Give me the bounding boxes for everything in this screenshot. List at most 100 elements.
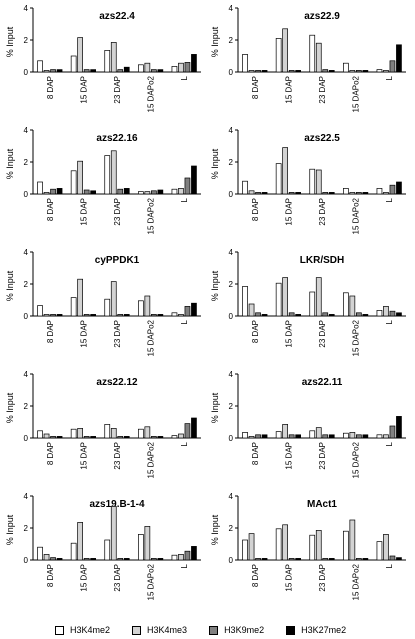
bar-h3k4me2 <box>104 155 111 195</box>
bar-h3k27me2 <box>396 416 402 439</box>
x-tick-label: 15 DAPo2 <box>352 441 361 478</box>
x-tick-label: L <box>180 319 189 324</box>
y-tick-label: 0 <box>24 190 29 199</box>
bar-h3k4me3 <box>77 428 84 439</box>
bar-h3k27me2 <box>261 558 268 561</box>
x-tick-label: 23 DAP <box>318 320 327 348</box>
x-tick-label: 15 DAP <box>79 76 88 104</box>
y-tick-label: 2 <box>24 280 29 289</box>
bar-h3k9me2 <box>356 558 362 561</box>
bar-h3k4me2 <box>138 300 144 317</box>
legend-swatch-h3k4me2 <box>55 625 64 635</box>
y-tick-label: 4 <box>24 126 29 135</box>
chart-panel-azs22-16: azs22.16 % Input 0 2 4 8 DAP 15 DAP 23 DAP 15 DA… <box>5 126 201 234</box>
bar-h3k4me2 <box>242 180 248 195</box>
bar-h3k27me2 <box>362 192 369 195</box>
bar-h3k9me2 <box>255 70 261 73</box>
bar-h3k27me2 <box>90 190 97 195</box>
bar-h3k4me2 <box>343 62 349 73</box>
bar-h3k27me2 <box>90 314 97 317</box>
bar-h3k4me3 <box>248 436 255 439</box>
bar-h3k4me2 <box>138 191 144 195</box>
y-tick-label: 4 <box>24 370 29 379</box>
x-tick-label: 15 DAP <box>79 320 88 348</box>
bar-h3k4me3 <box>43 314 50 317</box>
x-tick-label: 15 DAPo2 <box>147 197 156 234</box>
x-tick-label: 8 DAP <box>251 76 260 99</box>
bar-h3k27me2 <box>295 70 301 73</box>
chart-title: azs22.16 <box>96 133 138 144</box>
bar-h3k27me2 <box>261 314 268 317</box>
bar-h3k4me3 <box>144 526 151 561</box>
x-tick-label: 15 DAPo2 <box>147 75 156 112</box>
bar-h3k27me2 <box>191 417 197 439</box>
bar-h3k27me2 <box>157 436 164 439</box>
bar-h3k4me3 <box>282 28 288 73</box>
bar-h3k4me3 <box>110 506 117 561</box>
bar-h3k9me2 <box>356 312 362 317</box>
bar-h3k4me2 <box>70 297 77 317</box>
legend-swatch-h3k27me2 <box>286 625 296 635</box>
bar-h3k27me2 <box>123 66 130 73</box>
bar-h3k9me2 <box>389 425 396 439</box>
bar-h3k4me2 <box>171 554 178 561</box>
x-tick-label: 15 DAPo2 <box>352 197 361 234</box>
bar-h3k4me2 <box>376 434 383 439</box>
bar-h3k4me2 <box>37 305 43 317</box>
bar-h3k4me3 <box>144 191 151 195</box>
x-tick-label: L <box>385 197 394 202</box>
chart-title: azs22.12 <box>96 377 138 388</box>
bar-h3k9me2 <box>50 436 56 439</box>
chart-title: azs22.9 <box>304 11 340 22</box>
bar-h3k4me2 <box>37 546 43 561</box>
bar-h3k27me2 <box>328 70 335 73</box>
bar-h3k4me3 <box>315 277 322 317</box>
bar-h3k9me2 <box>151 436 157 439</box>
x-tick-label: 23 DAP <box>318 442 327 470</box>
bar-h3k4me3 <box>77 37 84 73</box>
bar-h3k27me2 <box>261 434 268 439</box>
bar-h3k4me2 <box>309 430 316 439</box>
bar-h3k9me2 <box>288 192 295 195</box>
bar-h3k4me2 <box>138 64 144 73</box>
bar-h3k4me3 <box>315 427 322 439</box>
bar-h3k4me2 <box>104 50 111 73</box>
legend-label: H3K4me2 <box>70 625 111 635</box>
x-tick-label: L <box>385 319 394 324</box>
bar-h3k4me2 <box>275 163 282 195</box>
bar-h3k4me2 <box>309 34 316 73</box>
bar-h3k27me2 <box>90 558 97 561</box>
bar-h3k27me2 <box>123 314 130 317</box>
y-axis-label: % Input <box>210 392 220 423</box>
bar-h3k4me3 <box>43 70 50 73</box>
bar-h3k4me2 <box>343 530 349 561</box>
bar-h3k4me2 <box>171 312 178 317</box>
x-tick-label: 15 DAP <box>79 198 88 226</box>
x-tick-label: 8 DAP <box>46 442 55 465</box>
y-tick-label: 0 <box>24 556 29 565</box>
bar-h3k4me3 <box>77 522 84 561</box>
bar-h3k9me2 <box>184 306 191 317</box>
x-tick-label: 23 DAP <box>318 564 327 592</box>
x-tick-label: 15 DAP <box>284 442 293 470</box>
x-tick-label: L <box>180 197 189 202</box>
bar-h3k4me3 <box>248 533 255 561</box>
legend-swatch-h3k4me3 <box>132 625 142 635</box>
bar-h3k4me3 <box>383 192 389 195</box>
x-tick-label: 15 DAP <box>79 442 88 470</box>
y-tick-label: 0 <box>229 434 234 443</box>
bar-h3k9me2 <box>356 434 362 439</box>
y-axis-label: % Input <box>210 26 220 57</box>
bar-h3k4me3 <box>77 278 84 317</box>
y-tick-label: 0 <box>24 434 29 443</box>
bar-h3k4me2 <box>376 541 383 561</box>
bar-h3k4me2 <box>309 534 316 561</box>
bar-h3k4me3 <box>110 281 117 317</box>
y-tick-label: 4 <box>229 492 234 501</box>
bar-h3k4me3 <box>144 426 151 439</box>
y-axis-label: % Input <box>210 148 220 179</box>
bar-h3k27me2 <box>396 44 402 73</box>
bar-h3k9me2 <box>288 70 295 73</box>
bar-h3k4me2 <box>171 188 178 195</box>
